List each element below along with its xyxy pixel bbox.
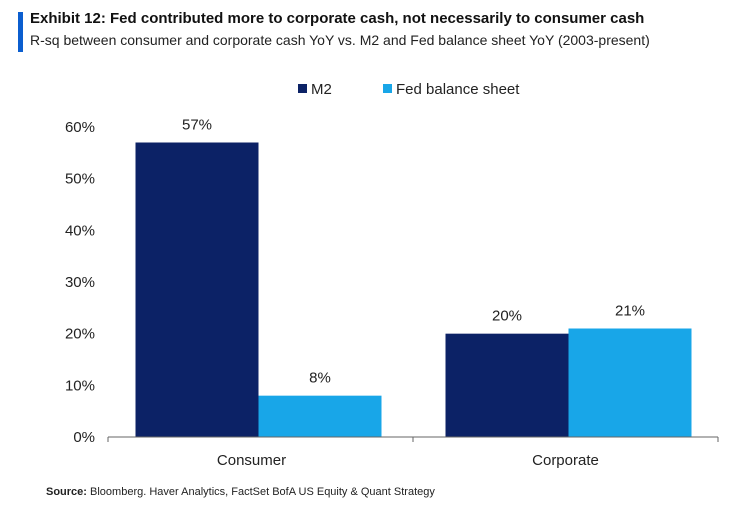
y-tick-label: 30% — [65, 274, 95, 291]
y-tick-label: 0% — [73, 429, 95, 446]
legend-swatch-fed — [383, 84, 392, 93]
data-label: 57% — [182, 117, 212, 134]
legend-swatch-m2 — [298, 84, 307, 93]
data-label: 20% — [492, 308, 522, 325]
x-tick-label: Consumer — [217, 452, 286, 469]
chart-subtitle: R-sq between consumer and corporate cash… — [30, 32, 650, 48]
source-text: Bloomberg. Haver Analytics, FactSet BofA… — [90, 486, 435, 498]
bar-consumer-fed — [258, 395, 382, 437]
legend-label-m2: M2 — [311, 81, 332, 98]
y-tick-label: 40% — [65, 222, 95, 239]
bar-corporate-fed — [568, 328, 692, 437]
data-label: 21% — [615, 303, 645, 320]
bar-chart: M2 Fed balance sheet 0% 10% 20% 30% 40% 50% 60% 5… — [65, 81, 719, 469]
bar-corporate-m2 — [445, 333, 569, 437]
x-tick-label: Corporate — [532, 452, 599, 469]
y-tick-label: 60% — [65, 119, 95, 136]
source-label: Source: — [46, 486, 87, 498]
title-accent-bar — [18, 12, 23, 52]
y-tick-label: 50% — [65, 171, 95, 188]
y-tick-label: 10% — [65, 377, 95, 394]
source-note: Source: Bloomberg. Haver Analytics, Fact… — [46, 486, 435, 498]
y-tick-label: 20% — [65, 326, 95, 343]
chart-title: Exhibit 12: Fed contributed more to corp… — [30, 10, 645, 27]
legend-label-fed: Fed balance sheet — [396, 81, 520, 98]
data-label: 8% — [309, 370, 331, 387]
bar-consumer-m2 — [135, 142, 259, 437]
